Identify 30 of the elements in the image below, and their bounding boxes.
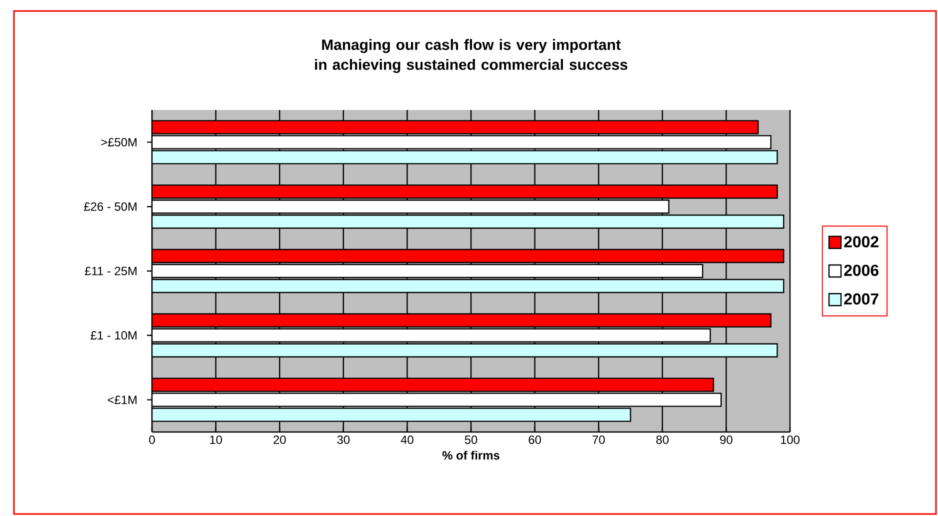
bar [152, 264, 704, 278]
bar [152, 328, 711, 342]
x-tick-label: 50 [464, 436, 478, 444]
y-tick-label: >£50M [101, 138, 136, 146]
x-tick-label: 80 [656, 436, 669, 444]
bar [152, 248, 784, 264]
bar [152, 200, 670, 214]
legend-label: 2006 [844, 264, 878, 276]
x-tick-label: 60 [528, 436, 541, 444]
bar [152, 214, 784, 229]
x-tick-label: 90 [720, 436, 732, 444]
bar [152, 313, 772, 328]
bar [152, 184, 778, 199]
x-axis-title: % of firms [442, 450, 500, 460]
legend-label: 2007 [844, 293, 878, 305]
y-tick-label: £26 - 50M [84, 202, 136, 211]
x-tick-label: 30 [337, 436, 350, 444]
y-tick-label: £1 - 10M [90, 331, 136, 340]
bar [152, 343, 778, 358]
x-tick-label: 40 [400, 436, 414, 444]
x-tick-label: 100 [780, 436, 800, 444]
y-tick-label: <£1M [108, 396, 136, 404]
bar [152, 278, 784, 294]
x-tick-label: 10 [210, 436, 222, 444]
legend-label: 2002 [844, 236, 878, 248]
x-tick-label: 70 [592, 436, 605, 444]
y-tick-label: £11 - 25M [84, 266, 136, 276]
x-tick-label: 0 [149, 436, 155, 444]
x-tick-label: 20 [274, 436, 286, 444]
chart-title: Managing our cash flow is very important in achieving sustained commercial success [315, 39, 628, 73]
